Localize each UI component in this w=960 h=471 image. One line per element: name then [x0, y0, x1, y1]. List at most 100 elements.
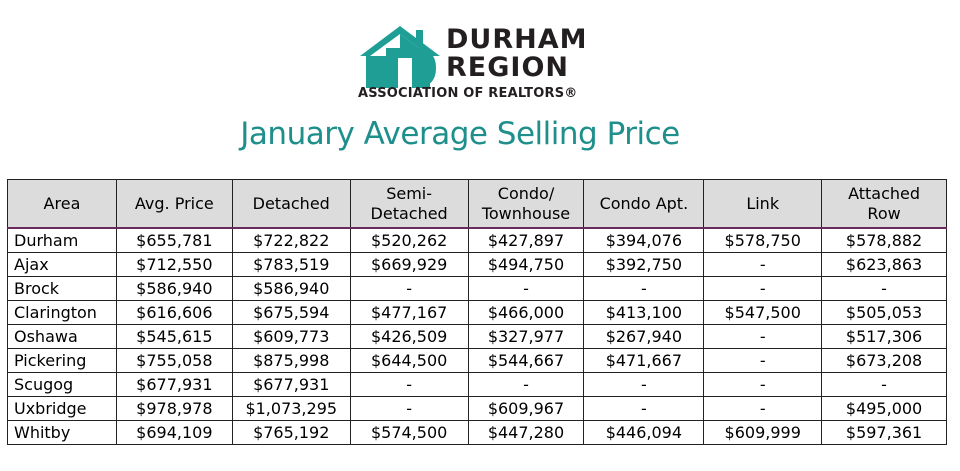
area-name-cell: Uxbridge — [7, 396, 117, 421]
price-cell: - — [467, 372, 585, 397]
price-cell: $447,280 — [467, 420, 585, 445]
house-logo-icon — [360, 26, 440, 88]
price-cell: $427,897 — [467, 227, 585, 253]
logo-word-durham: DURHAM — [446, 24, 588, 55]
price-cell: $655,781 — [115, 227, 233, 253]
table-row: Clarington $616,606 $675,594 $477,167 $466,0… — [7, 300, 947, 325]
price-cell: - — [703, 348, 823, 373]
price-cell: $578,750 — [703, 227, 823, 253]
price-cell: $466,000 — [467, 300, 585, 325]
column-header: Area — [7, 179, 117, 229]
price-cell: - — [703, 372, 823, 397]
price-cell: $722,822 — [231, 227, 351, 253]
price-cell: - — [821, 372, 947, 397]
price-cell: $978,978 — [115, 396, 233, 421]
price-cell: - — [349, 396, 469, 421]
column-header: Semi- Detached — [349, 179, 469, 229]
table-row: Brock $586,940 $586,940- - - - - — [7, 276, 947, 301]
price-cell: $517,306 — [821, 324, 947, 349]
price-cell: $327,977 — [467, 324, 585, 349]
area-name-cell: Clarington — [7, 300, 117, 325]
price-cell: $677,931 — [115, 372, 233, 397]
price-cell: $609,967 — [467, 396, 585, 421]
area-name-cell: Brock — [7, 276, 117, 301]
price-cell: $875,998 — [231, 348, 351, 373]
area-name-cell: Durham — [7, 227, 117, 253]
table-row: Oshawa $545,615 $609,773 $426,509 $327,977 $2… — [7, 324, 947, 349]
logo-subtitle: ASSOCIATION OF REALTORS® — [358, 86, 578, 101]
price-cell: $505,053 — [821, 300, 947, 325]
logo-word-region: REGION — [446, 52, 569, 83]
price-cell: $669,929 — [349, 252, 469, 277]
price-cell: $471,667 — [583, 348, 705, 373]
price-cell: $267,940 — [583, 324, 705, 349]
column-header: Link — [703, 179, 823, 229]
column-header-label: Avg. Price — [134, 193, 214, 213]
price-cell: $755,058 — [115, 348, 233, 373]
price-cell: - — [349, 372, 469, 397]
column-header: Attached Row — [821, 179, 947, 229]
column-header-label: Attached — [848, 183, 921, 203]
association-logo: DURHAM REGION ASSOCIATION OF REALTORS® — [356, 16, 596, 104]
price-cell: $446,094 — [583, 420, 705, 445]
price-cell: $547,500 — [703, 300, 823, 325]
price-cell: $545,615 — [115, 324, 233, 349]
column-header-label: Detached — [370, 203, 448, 223]
price-cell: - — [467, 276, 585, 301]
column-header: Detached — [231, 179, 351, 229]
column-header: Avg. Price — [115, 179, 233, 229]
price-cell: $544,667 — [467, 348, 585, 373]
table-row: Scugog $677,931 $677,931- - - - - — [7, 372, 947, 397]
price-cell: $675,594 — [231, 300, 351, 325]
price-cell: - — [703, 276, 823, 301]
column-header-label: Link — [746, 193, 780, 213]
area-name-cell: Ajax — [7, 252, 117, 277]
column-header-label: Townhouse — [481, 203, 571, 223]
price-cell: $616,606 — [115, 300, 233, 325]
price-cell: - — [703, 324, 823, 349]
price-table: Area Avg. Price Detached Semi- Detached Condo… — [7, 179, 947, 445]
price-cell: - — [821, 276, 947, 301]
price-cell: - — [583, 372, 705, 397]
table-body: Durham $655,781 $722,822 $520,262 $427,897 $3… — [7, 227, 947, 445]
price-cell: - — [703, 396, 823, 421]
price-cell: $694,109 — [115, 420, 233, 445]
table-row: Ajax $712,550 $783,519 $669,929 $494,750 $392… — [7, 252, 947, 277]
page-title: January Average Selling Price — [240, 116, 680, 152]
price-cell: - — [583, 276, 705, 301]
price-cell: $394,076 — [583, 227, 705, 253]
column-header-label: Condo/ — [497, 183, 555, 203]
price-cell: $574,500 — [349, 420, 469, 445]
column-header-label: Detached — [252, 193, 330, 213]
price-cell: $520,262 — [349, 227, 469, 253]
table-row: Whitby $694,109 $765,192 $574,500 $447,280 $4… — [7, 420, 947, 445]
price-cell: $712,550 — [115, 252, 233, 277]
table-row: Pickering $755,058 $875,998 $644,500 $544,66… — [7, 348, 947, 373]
price-cell: $597,361 — [821, 420, 947, 445]
price-cell: $392,750 — [583, 252, 705, 277]
price-cell: - — [583, 396, 705, 421]
price-cell: $413,100 — [583, 300, 705, 325]
price-cell: $426,509 — [349, 324, 469, 349]
column-header-label: Semi- — [386, 183, 433, 203]
column-header-label: Area — [43, 193, 81, 213]
price-cell: $1,073,295 — [231, 396, 351, 421]
price-cell: $494,750 — [467, 252, 585, 277]
column-header: Condo Apt. — [583, 179, 705, 229]
price-cell: - — [703, 252, 823, 277]
price-cell: $609,773 — [231, 324, 351, 349]
price-cell: $495,000 — [821, 396, 947, 421]
area-name-cell: Whitby — [7, 420, 117, 445]
area-name-cell: Scugog — [7, 372, 117, 397]
column-header-label: Condo Apt. — [599, 193, 689, 213]
price-cell: $673,208 — [821, 348, 947, 373]
table-header: Area Avg. Price Detached Semi- Detached Condo… — [7, 179, 947, 229]
price-cell: $677,931 — [231, 372, 351, 397]
price-cell: $623,863 — [821, 252, 947, 277]
header-row: Area Avg. Price Detached Semi- Detached Condo… — [7, 179, 947, 229]
price-cell: $578,882 — [821, 227, 947, 253]
price-cell: $765,192 — [231, 420, 351, 445]
column-header: Condo/Townhouse — [467, 179, 585, 229]
price-cell: $586,940 — [115, 276, 233, 301]
area-name-cell: Pickering — [7, 348, 117, 373]
